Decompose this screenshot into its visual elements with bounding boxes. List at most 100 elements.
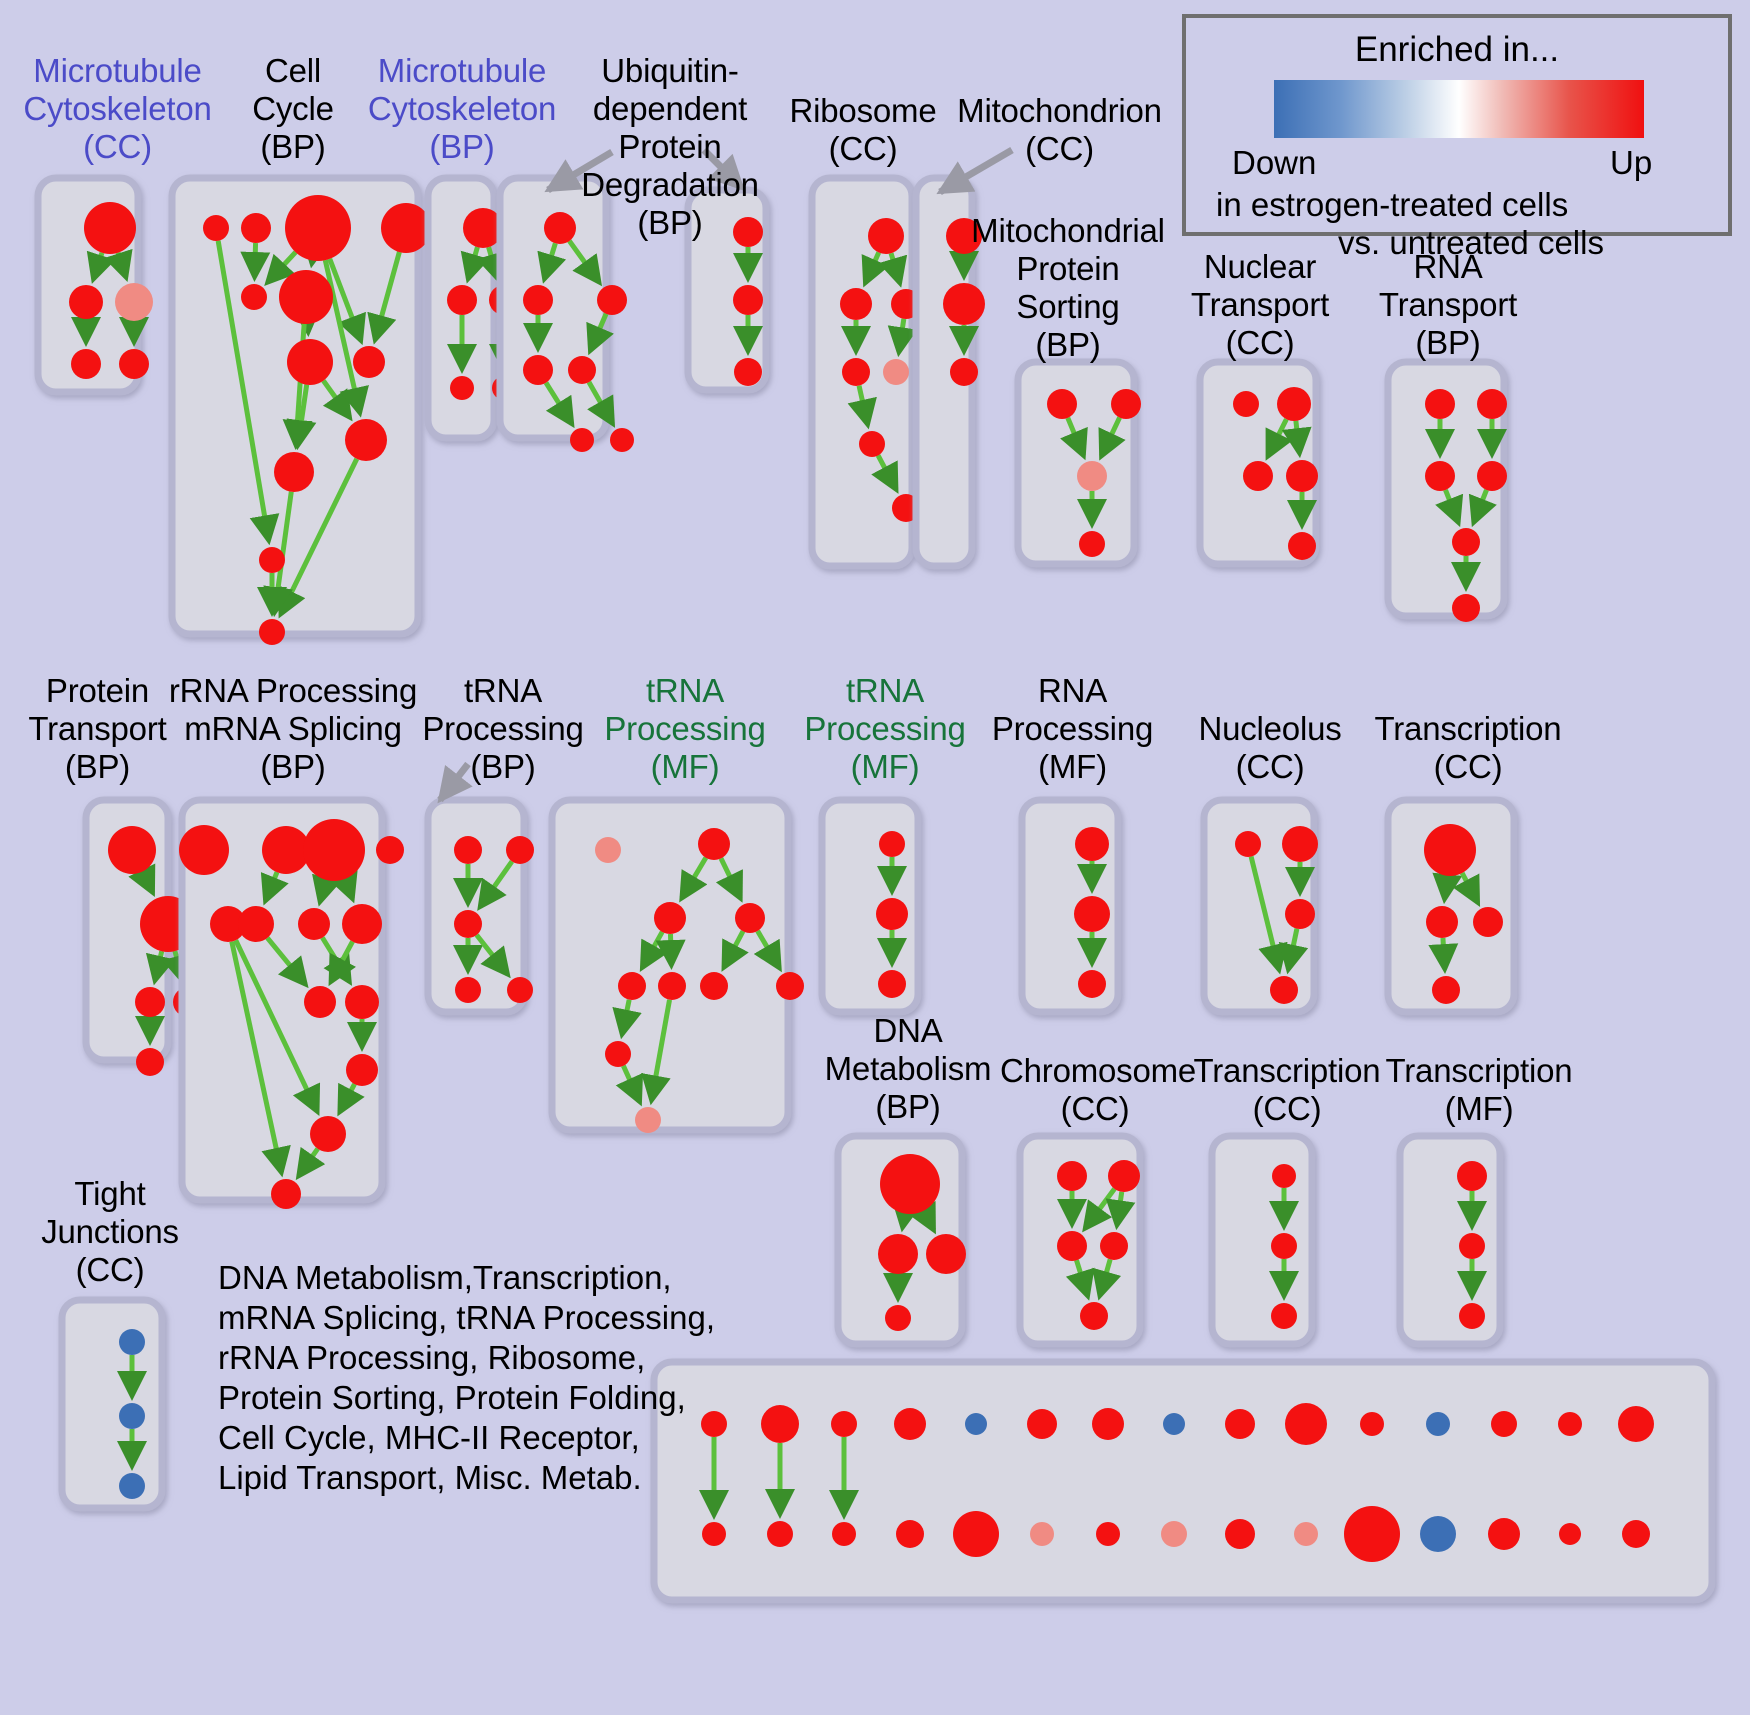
node-up[interactable] bbox=[698, 828, 730, 860]
node-up[interactable] bbox=[1225, 1519, 1255, 1549]
node-up[interactable] bbox=[203, 215, 229, 241]
node-up[interactable] bbox=[506, 836, 534, 864]
node-up[interactable] bbox=[274, 452, 314, 492]
node-up[interactable] bbox=[1477, 389, 1507, 419]
node-up[interactable] bbox=[241, 213, 271, 243]
node-up[interactable] bbox=[1074, 896, 1110, 932]
node-up[interactable] bbox=[345, 419, 387, 461]
node-down[interactable] bbox=[965, 1413, 987, 1435]
node-up[interactable] bbox=[454, 910, 482, 938]
node-mid[interactable] bbox=[635, 1107, 661, 1133]
node-up[interactable] bbox=[1282, 826, 1318, 862]
node-down[interactable] bbox=[1426, 1412, 1450, 1436]
node-up[interactable] bbox=[1426, 906, 1458, 938]
node-up[interactable] bbox=[1459, 1233, 1485, 1259]
node-up[interactable] bbox=[1558, 1412, 1582, 1436]
node-up[interactable] bbox=[1111, 389, 1141, 419]
node-down[interactable] bbox=[119, 1329, 145, 1355]
node-up[interactable] bbox=[523, 285, 553, 315]
node-up[interactable] bbox=[1100, 1232, 1128, 1260]
node-up[interactable] bbox=[1559, 1523, 1581, 1545]
node-up[interactable] bbox=[279, 270, 333, 324]
node-up[interactable] bbox=[447, 285, 477, 315]
node-up[interactable] bbox=[1096, 1522, 1120, 1546]
node-up[interactable] bbox=[1344, 1506, 1400, 1562]
node-up[interactable] bbox=[179, 825, 229, 875]
node-up[interactable] bbox=[454, 836, 482, 864]
node-up[interactable] bbox=[136, 1048, 164, 1076]
node-up[interactable] bbox=[450, 376, 474, 400]
node-up[interactable] bbox=[842, 358, 870, 386]
node-up[interactable] bbox=[701, 1411, 727, 1437]
node-up[interactable] bbox=[1092, 1408, 1124, 1440]
node-up[interactable] bbox=[943, 283, 985, 325]
node-up[interactable] bbox=[840, 288, 872, 320]
node-up[interactable] bbox=[876, 898, 908, 930]
node-up[interactable] bbox=[1235, 831, 1261, 857]
node-up[interactable] bbox=[287, 339, 333, 385]
node-up[interactable] bbox=[878, 1234, 918, 1274]
node-up[interactable] bbox=[342, 904, 382, 944]
node-up[interactable] bbox=[71, 349, 101, 379]
node-up[interactable] bbox=[1057, 1161, 1087, 1191]
node-up[interactable] bbox=[1271, 1233, 1297, 1259]
node-up[interactable] bbox=[1424, 824, 1476, 876]
node-up[interactable] bbox=[926, 1234, 966, 1274]
node-up[interactable] bbox=[210, 906, 246, 942]
node-up[interactable] bbox=[310, 1116, 346, 1152]
node-up[interactable] bbox=[1027, 1409, 1057, 1439]
node-up[interactable] bbox=[570, 428, 594, 452]
node-down[interactable] bbox=[1163, 1413, 1185, 1435]
node-up[interactable] bbox=[304, 986, 336, 1018]
node-up[interactable] bbox=[878, 970, 906, 998]
node-up[interactable] bbox=[1079, 531, 1105, 557]
node-up[interactable] bbox=[1080, 1302, 1108, 1330]
node-up[interactable] bbox=[1272, 1164, 1296, 1188]
node-up[interactable] bbox=[271, 1179, 301, 1209]
node-up[interactable] bbox=[259, 547, 285, 573]
node-mid[interactable] bbox=[1294, 1522, 1318, 1546]
node-up[interactable] bbox=[262, 826, 310, 874]
node-up[interactable] bbox=[605, 1041, 631, 1067]
node-up[interactable] bbox=[1473, 907, 1503, 937]
node-up[interactable] bbox=[658, 972, 686, 1000]
node-mid[interactable] bbox=[883, 359, 909, 385]
node-up[interactable] bbox=[1277, 387, 1311, 421]
node-up[interactable] bbox=[285, 195, 351, 261]
node-up[interactable] bbox=[1488, 1518, 1520, 1550]
node-up[interactable] bbox=[1618, 1406, 1654, 1442]
node-up[interactable] bbox=[1459, 1303, 1485, 1329]
node-down[interactable] bbox=[119, 1473, 145, 1499]
node-up[interactable] bbox=[346, 1054, 378, 1086]
node-up[interactable] bbox=[1477, 461, 1507, 491]
node-up[interactable] bbox=[761, 1405, 799, 1443]
node-up[interactable] bbox=[241, 284, 267, 310]
node-up[interactable] bbox=[654, 902, 686, 934]
node-up[interactable] bbox=[1425, 461, 1455, 491]
node-up[interactable] bbox=[1622, 1520, 1650, 1548]
node-up[interactable] bbox=[1108, 1160, 1140, 1192]
node-up[interactable] bbox=[1288, 532, 1316, 560]
node-up[interactable] bbox=[953, 1511, 999, 1557]
node-up[interactable] bbox=[1057, 1231, 1087, 1261]
node-up[interactable] bbox=[455, 977, 481, 1003]
node-up[interactable] bbox=[523, 355, 553, 385]
node-up[interactable] bbox=[950, 358, 978, 386]
node-up[interactable] bbox=[259, 619, 285, 645]
node-up[interactable] bbox=[69, 285, 103, 319]
node-up[interactable] bbox=[610, 428, 634, 452]
node-up[interactable] bbox=[1047, 389, 1077, 419]
node-up[interactable] bbox=[832, 1522, 856, 1546]
node-up[interactable] bbox=[1285, 1403, 1327, 1445]
node-up[interactable] bbox=[879, 831, 905, 857]
node-mid[interactable] bbox=[1077, 461, 1107, 491]
node-up[interactable] bbox=[1360, 1412, 1384, 1436]
node-up[interactable] bbox=[1078, 970, 1106, 998]
node-mid[interactable] bbox=[1030, 1522, 1054, 1546]
node-up[interactable] bbox=[735, 903, 765, 933]
node-up[interactable] bbox=[1233, 391, 1259, 417]
node-up[interactable] bbox=[1271, 1303, 1297, 1329]
node-up[interactable] bbox=[1270, 976, 1298, 1004]
node-up[interactable] bbox=[345, 985, 379, 1019]
node-up[interactable] bbox=[618, 972, 646, 1000]
